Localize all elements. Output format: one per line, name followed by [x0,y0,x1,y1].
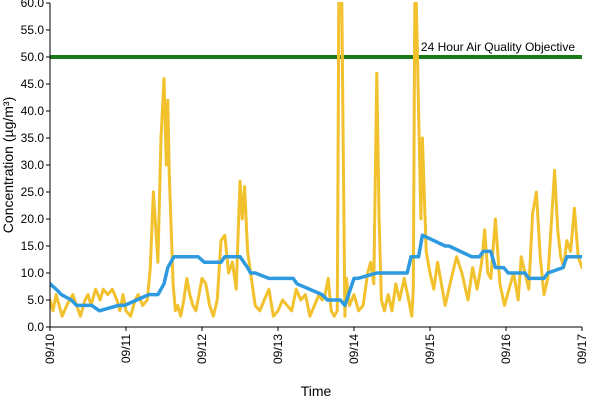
x-tick-label: 09/11 [119,334,133,363]
series-lines [50,2,582,318]
y-tick-label: 50.0 [21,50,45,64]
y-tick-label: 5.0 [27,293,44,307]
series-line-2 [50,233,582,313]
y-tick-label: 35.0 [21,131,45,145]
y-tick-label: 15.0 [21,239,45,253]
y-tick-label: 60.0 [21,0,45,10]
x-axis-title: Time [301,383,332,399]
series-line-1 [50,2,582,318]
y-tick-label: 0.0 [27,320,44,334]
y-tick-label: 30.0 [21,158,45,172]
x-tick-label: 09/13 [271,334,285,364]
y-tick-label: 40.0 [21,104,45,118]
x-tick-label: 09/14 [347,334,361,364]
x-tick-label: 09/12 [195,334,209,364]
y-tick-label: 55.0 [21,23,45,37]
x-axis-ticks: 09/10 09/11 09/12 09/13 09/14 09/15 09/16 09/17 [43,327,589,364]
x-tick-label: 09/15 [423,334,437,364]
y-tick-label: 20.0 [21,212,45,226]
x-tick-label: 09/10 [43,334,57,364]
x-tick-label: 09/16 [499,334,513,364]
x-tick-label: 09/17 [575,334,589,364]
y-axis-title: Concentration (µg/m³) [0,97,16,233]
y-axis-ticks: 0.0 5.0 10.0 15.0 20.0 25.0 30.0 35.0 40.0 45.0 50… [21,0,50,334]
air-quality-objective: 24 Hour Air Quality Objective [50,40,582,59]
y-tick-label: 45.0 [21,77,45,91]
y-tick-label: 10.0 [21,266,45,280]
y-tick-label: 25.0 [21,185,45,199]
objective-label: 24 Hour Air Quality Objective [421,40,575,54]
